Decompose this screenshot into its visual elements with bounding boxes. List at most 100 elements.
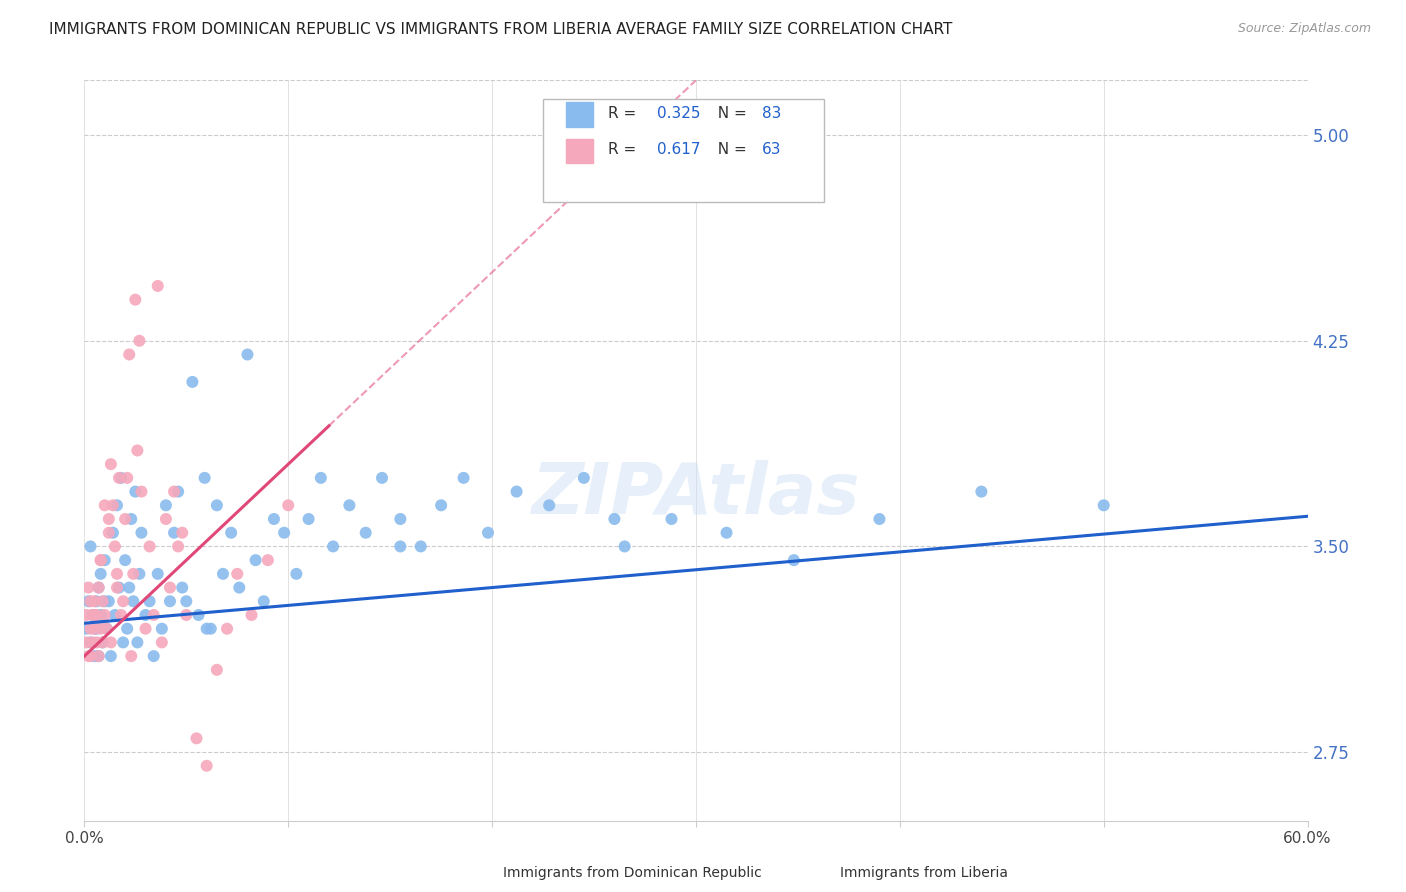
Point [131,484,153,499]
Point [118,581,141,595]
Point [96,622,118,636]
Point [93,607,115,622]
Point [200,622,222,636]
Point [150,622,173,636]
Point [93,594,115,608]
Point [174,607,197,622]
Point [101,498,124,512]
Point [79,635,101,649]
Point [236,347,259,361]
Point [77,649,100,664]
Point [453,471,475,485]
Point [91,594,114,608]
Point [127,443,149,458]
Text: Immigrants from Dominican Republic: Immigrants from Dominican Republic [503,866,762,880]
Point [90,566,112,581]
Point [371,471,394,485]
Point [187,607,209,622]
Point [90,553,112,567]
Point [114,512,136,526]
Point [273,525,295,540]
Point [79,594,101,608]
Point [124,293,146,307]
Point [87,649,110,664]
Point [142,607,165,622]
Point [263,512,285,526]
Point [163,525,186,540]
Point [135,607,157,622]
Point [613,540,636,554]
Point [257,553,280,567]
Point [253,594,276,608]
Point [131,525,153,540]
Point [142,649,165,664]
Point [150,635,173,649]
Point [172,581,194,595]
Text: Source: ZipAtlas.com: Source: ZipAtlas.com [1237,22,1371,36]
Point [86,635,108,649]
Point [79,622,101,636]
Text: 63: 63 [762,143,782,157]
Text: N =: N = [709,143,752,157]
Point [195,622,218,636]
Point [430,498,453,512]
Point [105,566,128,581]
Point [122,594,145,608]
Point [146,566,169,581]
Point [1092,498,1115,512]
Point [783,553,806,567]
Text: R =: R = [607,106,641,121]
Point [122,566,145,581]
Point [101,525,124,540]
Point [87,649,110,664]
Point [172,525,194,540]
Point [159,594,181,608]
Point [110,607,132,622]
Point [120,649,142,664]
Point [100,457,122,471]
Point [970,484,993,499]
Point [87,581,110,595]
Point [115,622,138,636]
Point [120,512,142,526]
Point [603,512,626,526]
Point [174,594,197,608]
Point [75,607,97,622]
Point [194,471,217,485]
Point [118,347,141,361]
Point [409,540,432,554]
Point [86,622,108,636]
Point [87,581,110,595]
Point [97,525,120,540]
Point [217,622,239,636]
Text: N =: N = [709,106,752,121]
Point [716,525,738,540]
Point [105,581,128,595]
Point [226,566,249,581]
Point [86,607,108,622]
Point [159,581,181,595]
Text: R =: R = [607,143,641,157]
Point [112,594,135,608]
Point [219,525,242,540]
Point [79,540,101,554]
Point [146,279,169,293]
Point [661,512,683,526]
Point [195,759,218,773]
Text: IMMIGRANTS FROM DOMINICAN REPUBLIC VS IMMIGRANTS FROM LIBERIA AVERAGE FAMILY SIZ: IMMIGRANTS FROM DOMINICAN REPUBLIC VS IM… [49,22,953,37]
Point [138,540,160,554]
Point [83,622,105,636]
Point [100,635,122,649]
Point [83,649,105,664]
Point [309,471,332,485]
Point [181,375,204,389]
Point [298,512,321,526]
Point [82,607,104,622]
FancyBboxPatch shape [543,99,824,202]
Point [277,498,299,512]
Point [477,525,499,540]
Point [505,484,527,499]
Point [240,607,263,622]
Point [138,594,160,608]
Point [354,525,377,540]
